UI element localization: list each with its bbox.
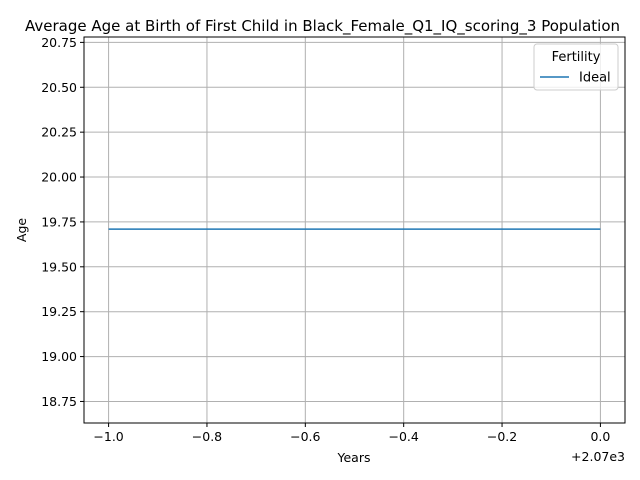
legend-label-ideal: Ideal — [579, 71, 611, 86]
x-axis-offset-label: +2.07e3 — [571, 449, 625, 464]
x-tick-label: −1.0 — [93, 429, 123, 444]
y-tick-label: 20.50 — [41, 80, 77, 95]
legend-title: Fertility — [552, 50, 601, 65]
chart-title: Average Age at Birth of First Child in B… — [25, 17, 620, 36]
x-tick-label: −0.4 — [389, 429, 419, 444]
grid-lines — [84, 37, 625, 423]
y-tick-label: 19.25 — [41, 304, 77, 319]
x-tick-label: −0.8 — [192, 429, 222, 444]
legend: Fertility Ideal — [533, 43, 619, 91]
x-axis-label: Years — [337, 450, 371, 465]
x-tick-label: −0.2 — [487, 429, 517, 444]
x-axis-ticks: −1.0 −0.8 −0.6 −0.4 −0.2 0.0 — [93, 423, 610, 444]
y-tick-label: 20.75 — [41, 35, 77, 50]
legend-box — [533, 43, 619, 91]
y-tick-label: 19.50 — [41, 259, 77, 274]
plot-frame — [83, 36, 626, 424]
y-axis-label: Age — [14, 218, 29, 242]
y-tick-label: 20.25 — [41, 125, 77, 140]
y-tick-label: 19.75 — [41, 214, 77, 229]
y-tick-label: 19.00 — [41, 349, 77, 364]
x-tick-label: 0.0 — [590, 429, 610, 444]
y-tick-label: 18.75 — [41, 394, 77, 409]
y-tick-label: 20.00 — [41, 170, 77, 185]
x-tick-label: −0.6 — [290, 429, 320, 444]
y-axis-ticks: 18.75 19.00 19.25 19.50 19.75 20.00 20.25 20.50… — [41, 35, 84, 409]
